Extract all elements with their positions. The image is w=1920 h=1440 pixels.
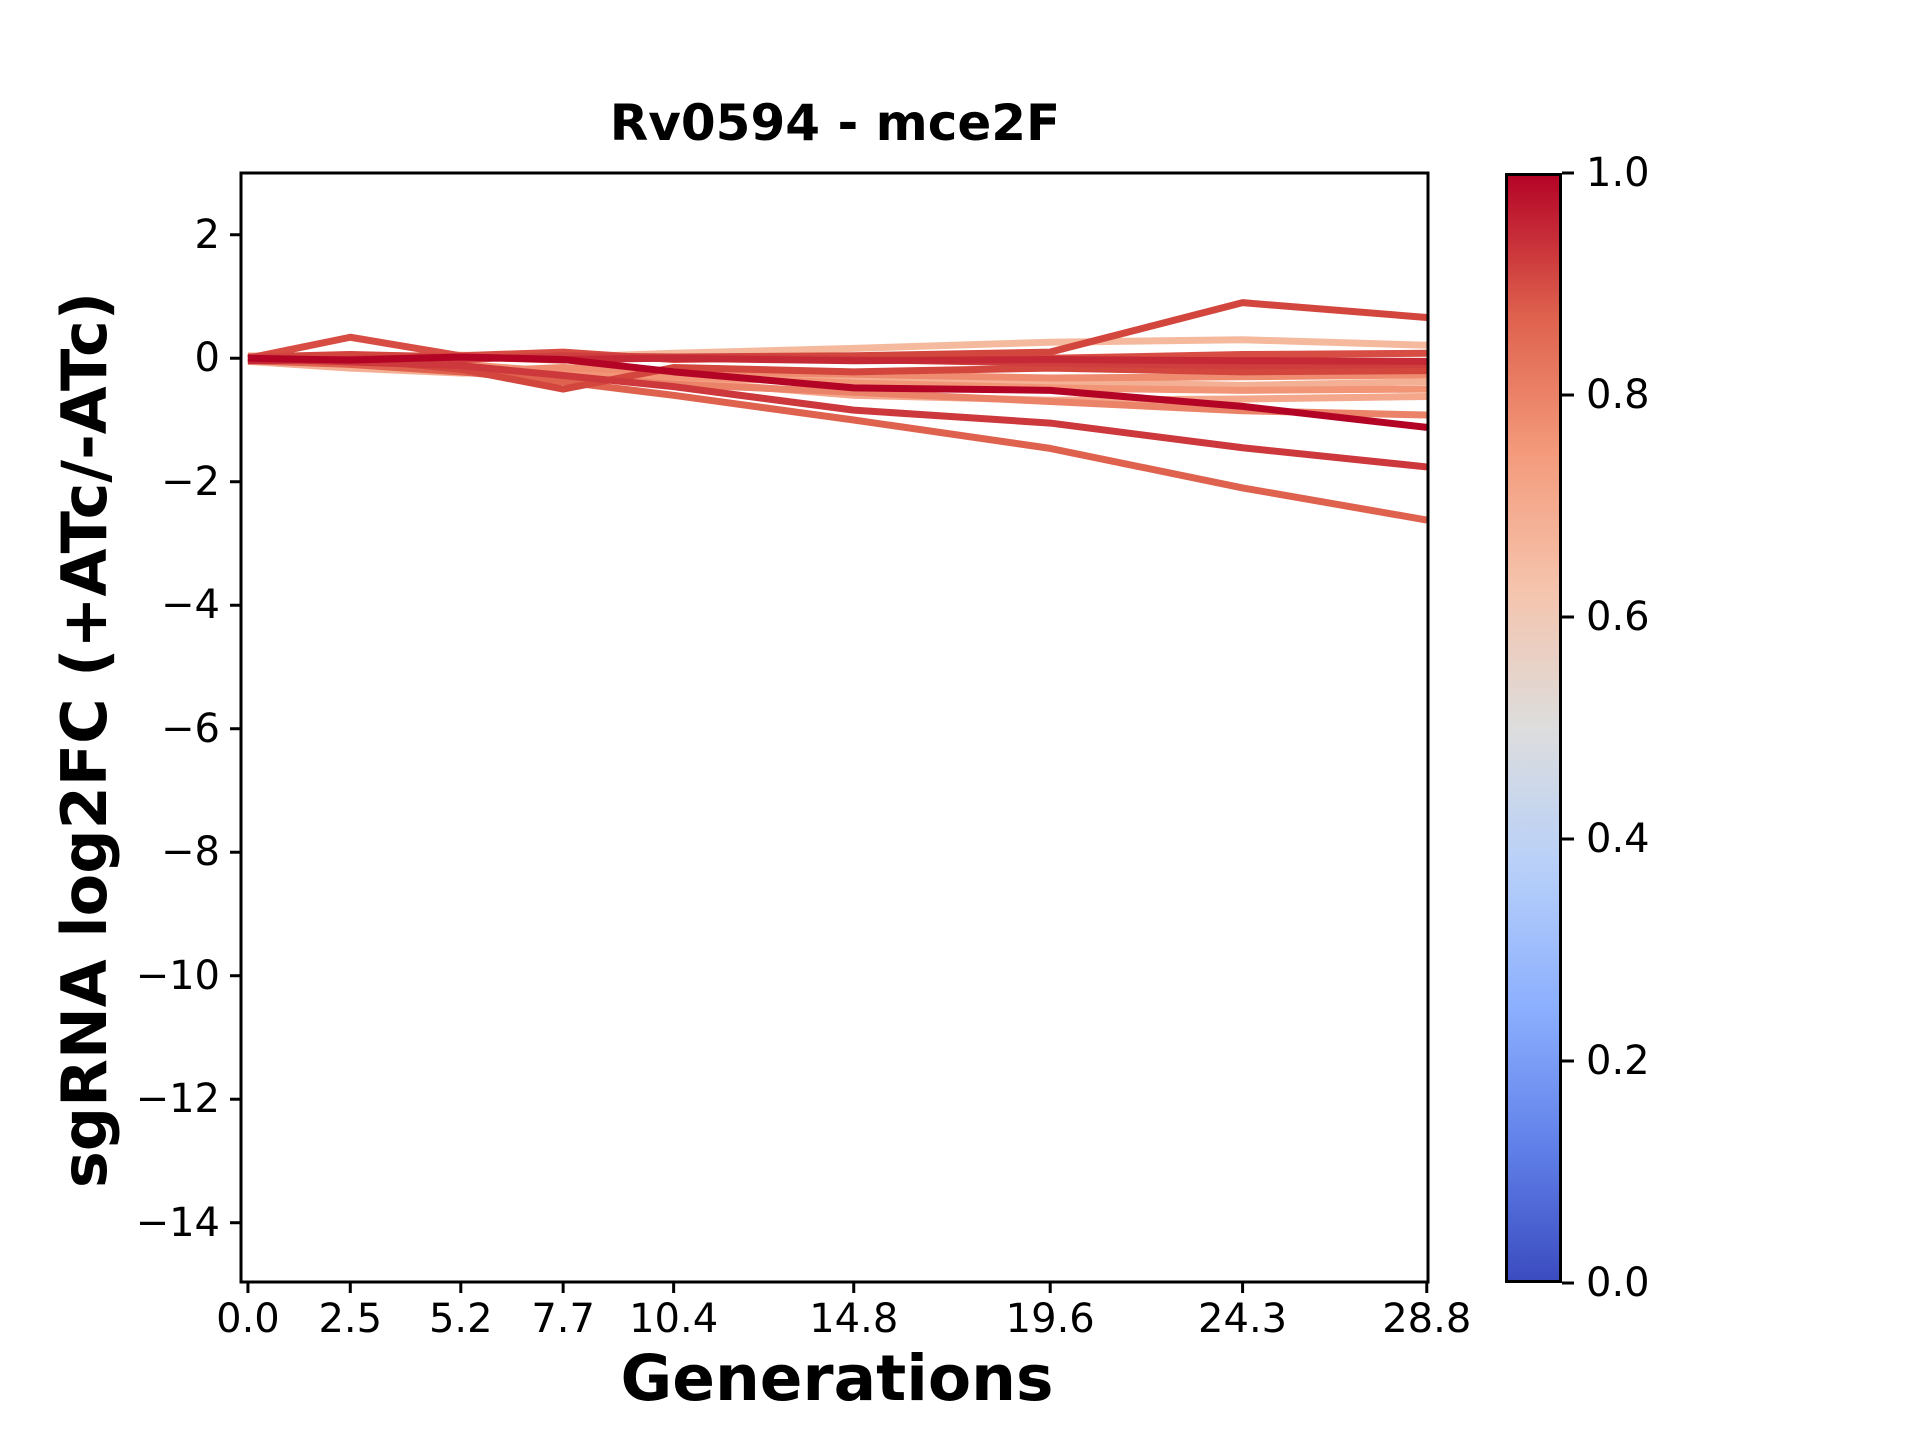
y-tick-label: −4: [161, 582, 220, 629]
y-tick-label: −14: [135, 1199, 220, 1246]
x-tick-label: 19.6: [1005, 1296, 1095, 1342]
x-axis-label: Generations: [620, 1342, 1054, 1415]
colorbar-tick-label: 0.4: [1586, 816, 1650, 862]
x-tick-label: 2.5: [318, 1296, 383, 1342]
colorbar-tick-label: 0.2: [1586, 1038, 1650, 1084]
x-tick-label: 10.4: [629, 1296, 719, 1342]
y-tick-label: −8: [161, 829, 220, 876]
colorbar-tick-label: 1.0: [1586, 150, 1650, 196]
series-line-7: [247, 357, 1428, 524]
x-tick-label: 28.8: [1382, 1296, 1472, 1342]
y-tick-label: 0: [194, 335, 220, 382]
y-tick-label: −10: [135, 952, 220, 999]
series-line-14: [247, 353, 1428, 431]
x-tick-label: 5.2: [428, 1296, 493, 1342]
x-tick-label: 14.8: [809, 1296, 899, 1342]
y-tick-label: −12: [135, 1076, 220, 1123]
colorbar-tick-label: 0.0: [1586, 1260, 1650, 1306]
x-tick-label: 7.7: [531, 1296, 595, 1342]
colorbar-tick-label: 0.8: [1586, 372, 1650, 418]
x-tick-label: 0.0: [216, 1296, 280, 1342]
y-tick-label: 2: [194, 211, 220, 258]
y-tick-label: −6: [161, 705, 220, 752]
y-tick-label: −2: [161, 458, 220, 505]
x-tick-label: 24.3: [1198, 1296, 1288, 1342]
colorbar-tick-label: 0.6: [1586, 594, 1650, 640]
colorbar: [1505, 173, 1562, 1283]
chart-title: Rv0594 - mce2F: [609, 94, 1061, 152]
series-line-12: [247, 354, 1428, 471]
